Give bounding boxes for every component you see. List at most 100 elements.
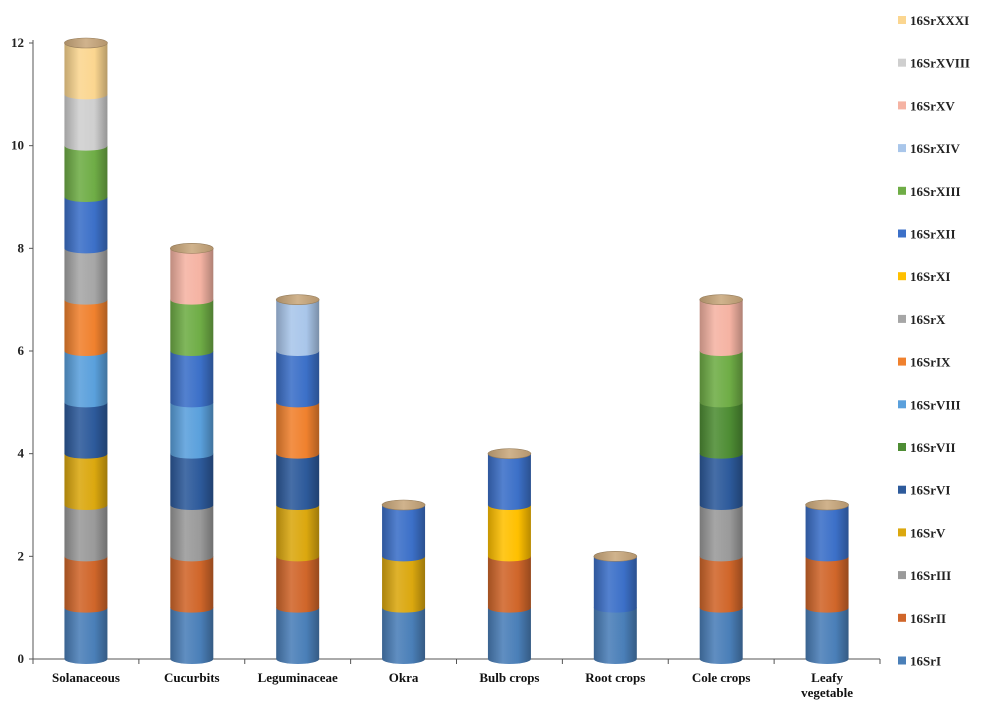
bar-segment-16srxiii xyxy=(170,299,214,357)
legend-item: 16SrXXXI xyxy=(898,13,969,28)
x-category-label: Okra xyxy=(389,670,419,685)
legend-swatch xyxy=(898,571,906,580)
bar-segment-16srvi xyxy=(699,453,743,510)
bar-cap xyxy=(805,499,849,511)
legend-item: 16SrXII xyxy=(898,227,956,242)
bar-segment-16srxiii xyxy=(699,351,743,408)
legend-swatch xyxy=(898,443,906,451)
x-category-label: Root crops xyxy=(585,670,645,685)
legend-label: 16SrXVIII xyxy=(910,56,970,71)
legend-swatch xyxy=(898,186,906,195)
bar-segment-16srviii xyxy=(64,351,108,408)
bar-segment-16srxii xyxy=(170,351,214,408)
legend-item: 16SrVI xyxy=(898,483,950,498)
x-category-label: Leafy xyxy=(811,670,843,685)
legend-item: 16SrXIII xyxy=(898,184,961,199)
legend-label: 16SrIII xyxy=(910,568,951,583)
bar-stack xyxy=(64,37,108,664)
bar-segment-16srxii xyxy=(593,556,637,613)
y-tick-label: 4 xyxy=(18,446,25,461)
legend-label: 16SrXIV xyxy=(910,141,960,156)
legend-item: 16SrV xyxy=(898,525,946,540)
bar-segment-16srx xyxy=(64,248,108,305)
bar-stack xyxy=(487,448,532,664)
bar-segment-16srvi xyxy=(64,402,108,459)
legend-swatch xyxy=(898,400,906,409)
legend-swatch xyxy=(898,229,906,238)
legend-label: 16SrIX xyxy=(910,355,951,370)
x-category-label: Cucurbits xyxy=(164,670,220,685)
legend-item: 16SrI xyxy=(898,654,941,669)
bar-segment-16srii xyxy=(276,556,320,613)
bar-cap xyxy=(593,551,638,562)
legend-swatch xyxy=(898,656,906,665)
legend-item: 16SrXV xyxy=(898,98,955,113)
legend-swatch xyxy=(898,314,906,323)
legend-label: 16SrXII xyxy=(910,227,956,242)
legend-swatch xyxy=(898,528,906,537)
legend-label: 16SrII xyxy=(910,611,946,626)
legend-swatch xyxy=(898,58,906,67)
legend-swatch xyxy=(898,272,906,281)
bar-segment-16srxiii xyxy=(64,145,108,202)
bar-segment-16srxii xyxy=(64,197,108,254)
legend-item: 16SrXI xyxy=(898,269,950,284)
y-tick-label: 12 xyxy=(11,35,24,50)
bar-segment-16sri xyxy=(64,607,108,664)
bars xyxy=(64,37,849,664)
bar-stack xyxy=(805,499,849,664)
legend-swatch xyxy=(898,613,906,622)
category-labels: Solanaceous Cucurbits Leguminaceae Okra Bulb… xyxy=(52,670,853,700)
axes: 0 2 4 6 8 10 12 xyxy=(11,35,881,666)
legend-label: 16SrVI xyxy=(910,483,950,498)
legend-label: 16SrXIII xyxy=(910,184,961,199)
y-tick-label: 8 xyxy=(18,240,25,255)
bar-segment-16srii xyxy=(170,556,214,613)
x-category-label: vegetable xyxy=(801,685,853,700)
bar-segment-16srxii xyxy=(805,505,849,562)
legend-item: 16SrVII xyxy=(898,440,956,455)
bar-segment-16srviii xyxy=(170,402,214,459)
bar-segment-16srxv xyxy=(170,248,214,305)
bar-segment-16srxviii xyxy=(64,94,108,151)
legend-item: 16SrXVIII xyxy=(898,56,970,71)
legend-swatch xyxy=(898,16,906,24)
bar-segment-16sri xyxy=(276,607,320,664)
bar-segment-16sriii xyxy=(64,505,108,562)
bar-segment-16sri xyxy=(593,607,637,664)
bar-segment-16srvi xyxy=(170,453,214,510)
bar-stack xyxy=(699,294,743,664)
legend-item: 16SrII xyxy=(898,611,946,626)
y-tick-label: 6 xyxy=(18,343,25,358)
legend-label: 16SrXI xyxy=(910,269,950,284)
bar-segment-16sri xyxy=(382,607,426,664)
bar-cap xyxy=(381,499,426,511)
legend: 16SrXXXI 16SrXVIII 16SrXV 16SrXIV 16SrXIII 16… xyxy=(898,13,970,669)
x-category-label: Solanaceous xyxy=(52,670,120,685)
legend-swatch xyxy=(898,144,906,153)
bar-cap xyxy=(699,294,743,305)
bar-segment-16srvii xyxy=(699,402,743,459)
legend-item: 16SrIX xyxy=(898,355,951,370)
legend-label: 16SrVII xyxy=(910,440,956,455)
legend-label: 16SrXV xyxy=(910,98,955,113)
bar-cap xyxy=(170,243,214,254)
legend-label: 16SrXXXI xyxy=(910,13,969,28)
bar-segment-16srix xyxy=(64,299,108,357)
bar-stack xyxy=(275,294,320,664)
bar-cap xyxy=(64,37,108,49)
bar-stack xyxy=(593,551,638,664)
bar-segment-16sri xyxy=(699,607,743,664)
bar-segment-16sri xyxy=(805,607,849,664)
bar-segment-16srxii xyxy=(276,351,320,408)
legend-item: 16SrIII xyxy=(898,568,951,583)
legend-label: 16SrV xyxy=(910,525,946,540)
legend-label: 16SrX xyxy=(910,312,946,327)
bar-segment-16sriii xyxy=(170,505,214,562)
x-category-label: Cole crops xyxy=(692,670,751,685)
y-tick-label: 2 xyxy=(18,548,25,563)
bar-segment-16srii xyxy=(805,556,849,613)
x-category-label: Leguminaceae xyxy=(258,670,338,685)
bar-segment-16sriii xyxy=(699,505,743,562)
